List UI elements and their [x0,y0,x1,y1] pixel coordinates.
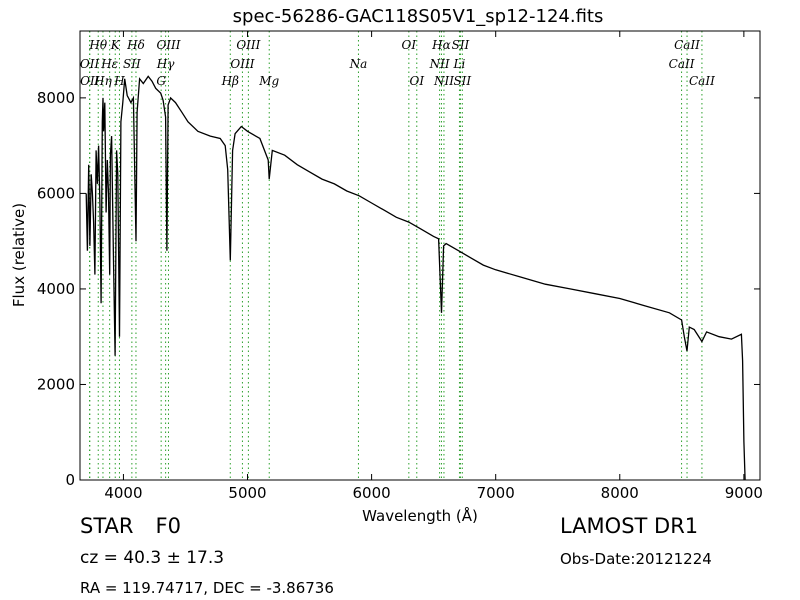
obs-date-label: Obs-Date:20121224 [560,550,712,568]
coordinates-label: RA = 119.74717, DEC = -3.86736 [80,579,334,597]
x-tick-label-3: 7000 [477,484,515,502]
y-tick-label-3: 6000 [37,184,75,202]
x-tick-label-4: 8000 [601,484,639,502]
line-label-7: SII [123,57,141,71]
line-label-18: OI [409,74,424,88]
line-label-21: NII [433,74,454,88]
emission-line-markers [89,31,703,480]
line-label-4: Hε [100,57,118,71]
y-axis-ticks: 0 2000 4000 6000 8000 [37,89,760,489]
line-label-2: Hθ [88,38,107,52]
spectrum-series-line [85,75,746,481]
redshift-label: cz = 40.3 ± 17.3 [80,548,225,568]
line-label-8: Hδ [126,38,145,52]
line-label-24: SII [453,74,471,88]
line-label-19: NII [429,57,450,71]
line-label-3: Hη [93,74,112,88]
y-axis-label: Flux (relative) [10,203,28,307]
line-label-14: OIII [236,38,260,52]
line-label-22: Li [453,57,466,71]
chart-title: spec-56286-GAC118S05V1_sp12-124.fits [233,6,604,27]
plot-frame [79,30,761,481]
line-label-16: Na [349,57,368,71]
line-label-26: CaII [674,38,700,52]
y-tick-label-0: 0 [65,471,75,489]
star-class: STAR F0 [80,514,181,538]
emission-line-labels: OII OII Hθ Hη Hε K H SII Hδ G Hγ OIII Hβ OIII OIII Mg Na… [80,38,715,88]
line-label-25: CaII [669,57,695,71]
line-label-6: H [113,74,125,88]
line-label-20: Hα [431,38,451,52]
line-label-23: SII [452,38,470,52]
line-label-12: Hβ [221,74,239,88]
y-tick-label-4: 8000 [37,89,75,107]
line-label-27: CaII [689,74,715,88]
x-tick-label-5: 9000 [725,484,763,502]
survey-label: LAMOST DR1 [560,514,699,538]
x-tick-label-2: 6000 [353,484,391,502]
line-label-1: OII [80,74,100,88]
x-tick-label-1: 5000 [228,484,266,502]
y-tick-label-1: 2000 [37,375,75,393]
line-label-17: OI [402,38,417,52]
line-label-11: OIII [156,38,180,52]
class-label: STAR [80,514,134,538]
x-axis-label: Wavelength (Å) [362,506,478,525]
x-tick-label-0: 4000 [104,484,142,502]
y-tick-label-2: 4000 [37,280,75,298]
line-label-13: OIII [230,57,254,71]
line-label-5: K [110,38,121,52]
line-label-9: G [156,74,166,88]
line-label-10: Hγ [156,57,175,71]
line-label-0: OII [80,57,100,71]
line-label-15: Mg [258,74,279,88]
x-axis-ticks: 4000 5000 6000 7000 8000 9000 [104,31,763,502]
subclass-label: F0 [155,514,181,538]
